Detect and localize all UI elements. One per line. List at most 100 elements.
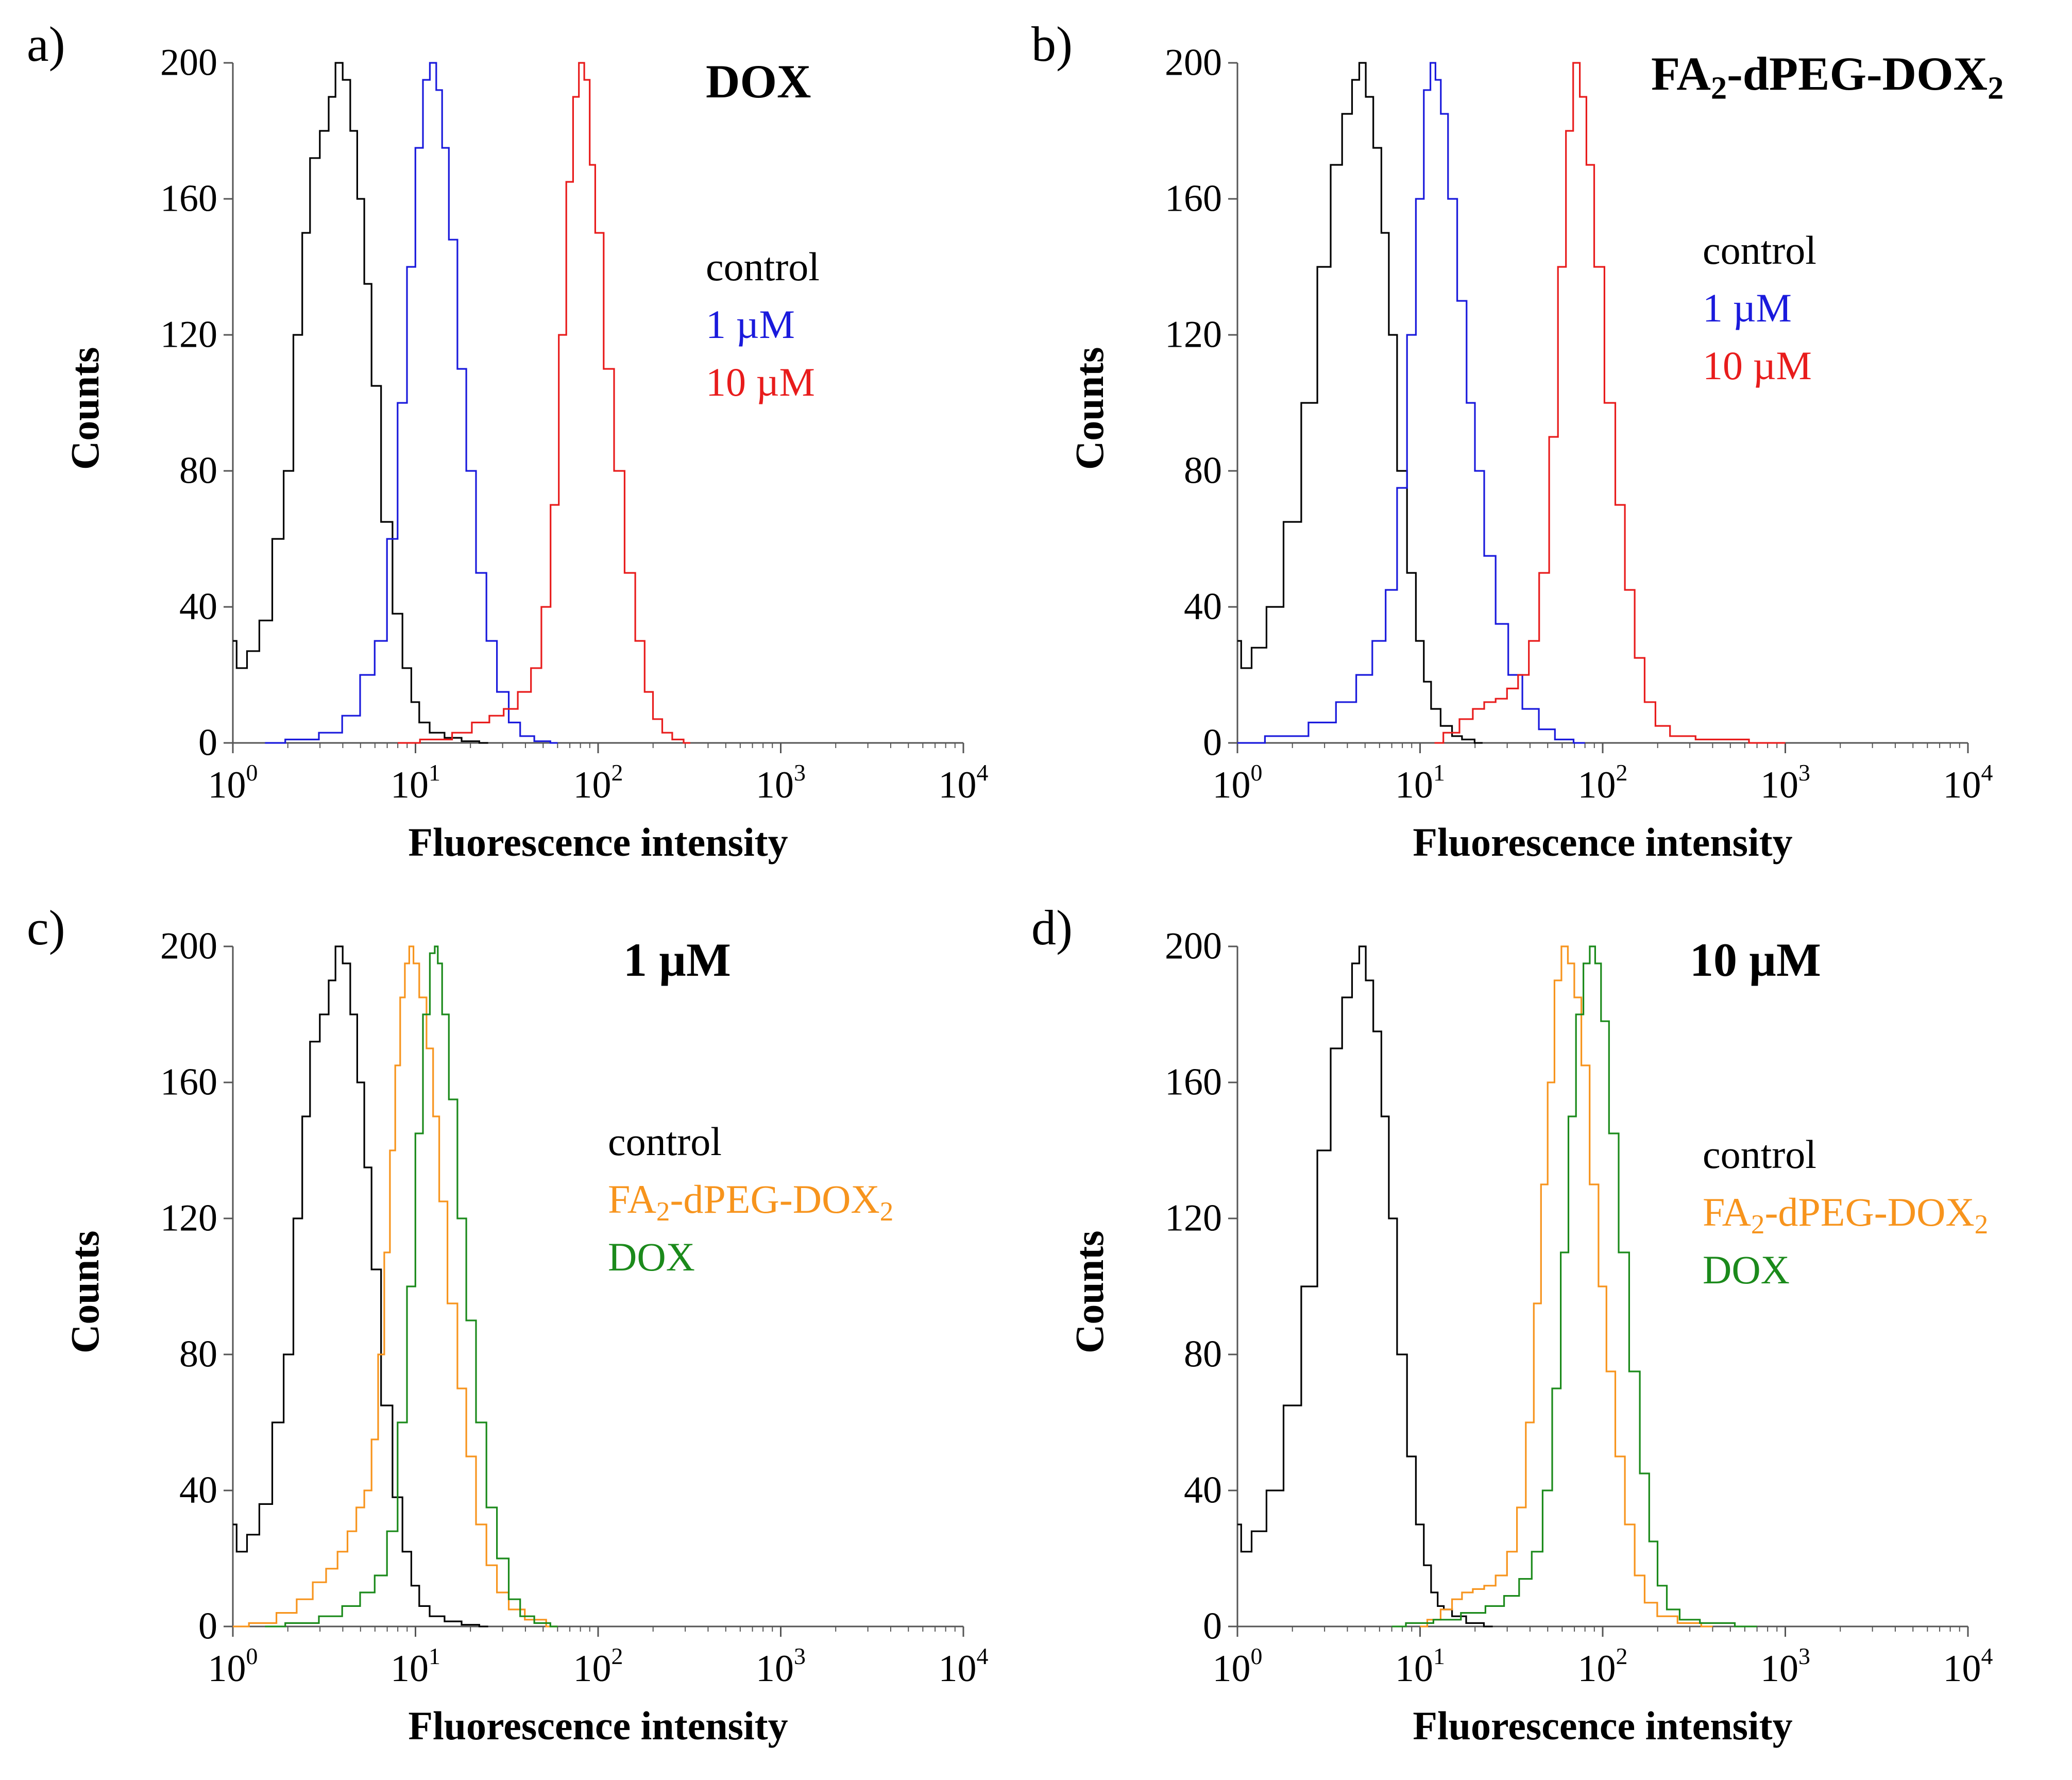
- x-tick-base: 10: [208, 764, 246, 806]
- legend-item: control: [1703, 1126, 1988, 1183]
- y-tick-label: 120: [160, 1197, 217, 1240]
- y-tick-label: 80: [179, 449, 217, 492]
- x-tick-exponent: 4: [1981, 759, 1993, 786]
- series-line-control: [1237, 945, 1493, 1628]
- legend-item: FA2-dPEG-DOX2: [608, 1171, 893, 1228]
- legend-label-subscript: 2: [1751, 1209, 1765, 1240]
- x-tick-base: 10: [1577, 764, 1616, 806]
- x-tick-base: 10: [1943, 764, 1981, 806]
- panel-title: FA2-dPEG-DOX2: [1651, 46, 2003, 104]
- legend-label-subscript: 2: [879, 1196, 894, 1227]
- x-tick-exponent: 4: [976, 759, 989, 786]
- x-tick-label: 102: [1578, 1645, 1628, 1691]
- x-tick-exponent: 1: [429, 759, 440, 786]
- x-tick-label: 101: [1395, 1645, 1445, 1691]
- x-tick-base: 10: [938, 764, 977, 806]
- y-tick-label: 40: [1184, 585, 1222, 628]
- y-tick-label: 200: [160, 925, 217, 968]
- y-axis-label: Counts: [1067, 347, 1112, 470]
- x-tick-exponent: 1: [429, 1642, 440, 1669]
- x-tick-exponent: 2: [611, 759, 623, 786]
- y-tick-label: 160: [1165, 1061, 1222, 1104]
- x-tick-exponent: 0: [1250, 1642, 1263, 1669]
- panel-title: 1 µM: [623, 933, 731, 987]
- series-line-fa2-dpeg-dox2: [1420, 945, 1713, 1628]
- x-tick-base: 10: [1943, 1648, 1981, 1690]
- x-tick-exponent: 3: [794, 759, 806, 786]
- legend-label-text: FA: [1703, 1190, 1751, 1234]
- x-tick-exponent: 0: [246, 1642, 258, 1669]
- y-tick-label: 80: [1184, 449, 1222, 492]
- x-tick-label: 104: [938, 761, 989, 807]
- y-tick-label: 120: [160, 313, 217, 356]
- legend-label-subscript: 2: [1974, 1209, 1989, 1240]
- legend-label-text: 1 µM: [706, 302, 795, 347]
- legend: control FA2-dPEG-DOX2 DOX: [608, 1113, 893, 1286]
- series-line-dox: [265, 945, 558, 1628]
- x-tick-exponent: 2: [1616, 1642, 1628, 1669]
- y-tick-label: 40: [1184, 1469, 1222, 1512]
- legend-item: control: [706, 238, 820, 296]
- x-tick-exponent: 2: [611, 1642, 623, 1669]
- panel-a: 0 40 80 120 160 200 100 101 102 103 104 a) DOX contro…: [0, 0, 1036, 890]
- x-axis-label: Fluorescence intensity: [408, 1703, 788, 1748]
- x-tick-label: 104: [1943, 761, 1993, 807]
- x-tick-base: 10: [756, 1648, 794, 1690]
- plot-area: [1228, 62, 1969, 753]
- x-tick-base: 10: [573, 1648, 612, 1690]
- y-axis-label: Counts: [1067, 1230, 1112, 1353]
- plot-area: [224, 945, 964, 1637]
- series-line-control: [233, 62, 488, 744]
- series-line-control: [1237, 62, 1483, 744]
- x-tick-label: 103: [1760, 1645, 1810, 1691]
- panel-title-subscript: 2: [1710, 70, 1727, 106]
- legend: control 1 µM 10 µM: [706, 238, 820, 411]
- y-tick-label: 160: [160, 1061, 217, 1104]
- panel-d: 0 40 80 120 160 200 100 101 102 103 104 d) 10 µM cont…: [1005, 884, 2041, 1773]
- x-tick-base: 10: [1395, 1648, 1434, 1690]
- legend-item: 1 µM: [706, 296, 820, 353]
- y-tick-label: 80: [1184, 1333, 1222, 1376]
- panel-title-text: 1 µM: [623, 934, 731, 986]
- legend-item: FA2-dPEG-DOX2: [1703, 1183, 1988, 1241]
- series-line-10-m: [398, 62, 691, 744]
- x-axis-label: Fluorescence intensity: [1413, 820, 1793, 864]
- legend-label-text: control: [706, 244, 820, 289]
- legend-item: 10 µM: [1703, 337, 1816, 395]
- panel-c: 0 40 80 120 160 200 100 101 102 103 104 c) 1 µM contr…: [0, 884, 1036, 1773]
- y-tick-label: 0: [1203, 1605, 1222, 1648]
- panel-letter: a): [27, 16, 65, 72]
- x-tick-base: 10: [1760, 764, 1799, 806]
- x-tick-label: 100: [1213, 761, 1263, 807]
- y-tick-label: 40: [179, 1469, 217, 1512]
- y-tick-label: 40: [179, 585, 217, 628]
- x-tick-label: 101: [1395, 761, 1445, 807]
- x-tick-base: 10: [938, 1648, 977, 1690]
- y-tick-label: 160: [160, 177, 217, 220]
- x-tick-label: 104: [938, 1645, 989, 1691]
- legend-label-text: control: [1703, 1132, 1816, 1177]
- x-tick-label: 104: [1943, 1645, 1993, 1691]
- y-tick-label: 200: [1165, 41, 1222, 84]
- series-line-1-m: [265, 62, 558, 744]
- panel-letter: c): [27, 900, 65, 955]
- x-tick-label: 100: [208, 1645, 258, 1691]
- x-tick-exponent: 0: [1250, 759, 1263, 786]
- legend: control FA2-dPEG-DOX2 DOX: [1703, 1126, 1988, 1299]
- x-tick-base: 10: [390, 764, 429, 806]
- plot-area: [1228, 945, 1969, 1637]
- series-line-10-m: [1434, 62, 1786, 744]
- x-tick-exponent: 4: [976, 1642, 989, 1669]
- y-tick-label: 200: [160, 41, 217, 84]
- legend-item: DOX: [608, 1228, 893, 1286]
- y-axis-label: Counts: [62, 347, 107, 470]
- y-tick-label: 120: [1165, 313, 1222, 356]
- legend-label-text: 1 µM: [1703, 285, 1792, 330]
- legend-label-text: 10 µM: [706, 360, 815, 404]
- x-axis-label: Fluorescence intensity: [1413, 1703, 1793, 1748]
- y-tick-label: 80: [179, 1333, 217, 1376]
- y-tick-label: 200: [1165, 925, 1222, 968]
- x-tick-label: 100: [1213, 1645, 1263, 1691]
- panel-title-text: FA: [1651, 47, 1711, 100]
